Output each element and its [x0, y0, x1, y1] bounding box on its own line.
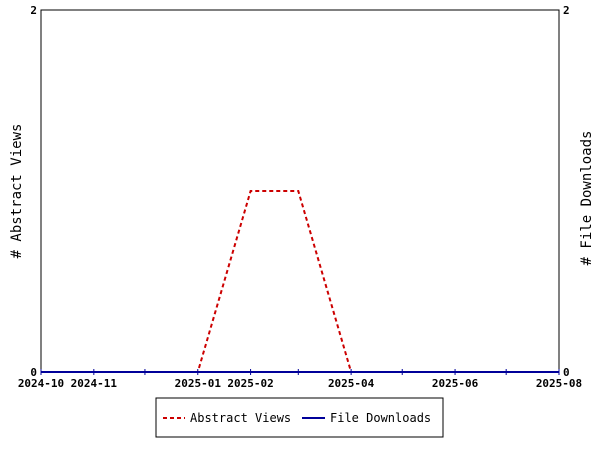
y-left-tick-label: 0	[30, 366, 37, 379]
x-tick-label: 2024-10	[18, 377, 64, 390]
y-right-tick-label: 0	[563, 366, 570, 379]
y-right-tick-label: 2	[563, 4, 570, 17]
y-right-axis-title: # File Downloads	[579, 131, 595, 266]
x-axis-labels: 2024-10 2024-11 2025-01 2025-02 2025-04 2025-…	[18, 377, 582, 390]
x-tick-label: 2024-11	[71, 377, 118, 390]
legend: Abstract Views File Downloads	[155, 397, 444, 438]
legend-label-file-downloads: File Downloads	[330, 411, 431, 425]
x-tick-label: 2025-02	[227, 377, 273, 390]
series-layer	[41, 190, 559, 373]
legend-box	[155, 397, 444, 438]
plot-frame	[40, 9, 560, 373]
x-tick-label: 2025-06	[432, 377, 479, 390]
x-tick-label: 2025-08	[536, 377, 582, 390]
y-left-axis-title: # Abstract Views	[9, 124, 25, 259]
y-axis-labels: 0 2 0 2	[30, 4, 569, 379]
legend-label-abstract-views: Abstract Views	[190, 411, 291, 425]
x-tick-label: 2025-01	[175, 377, 222, 390]
x-tick-label: 2025-04	[328, 377, 375, 390]
y-left-tick-label: 2	[30, 4, 37, 17]
